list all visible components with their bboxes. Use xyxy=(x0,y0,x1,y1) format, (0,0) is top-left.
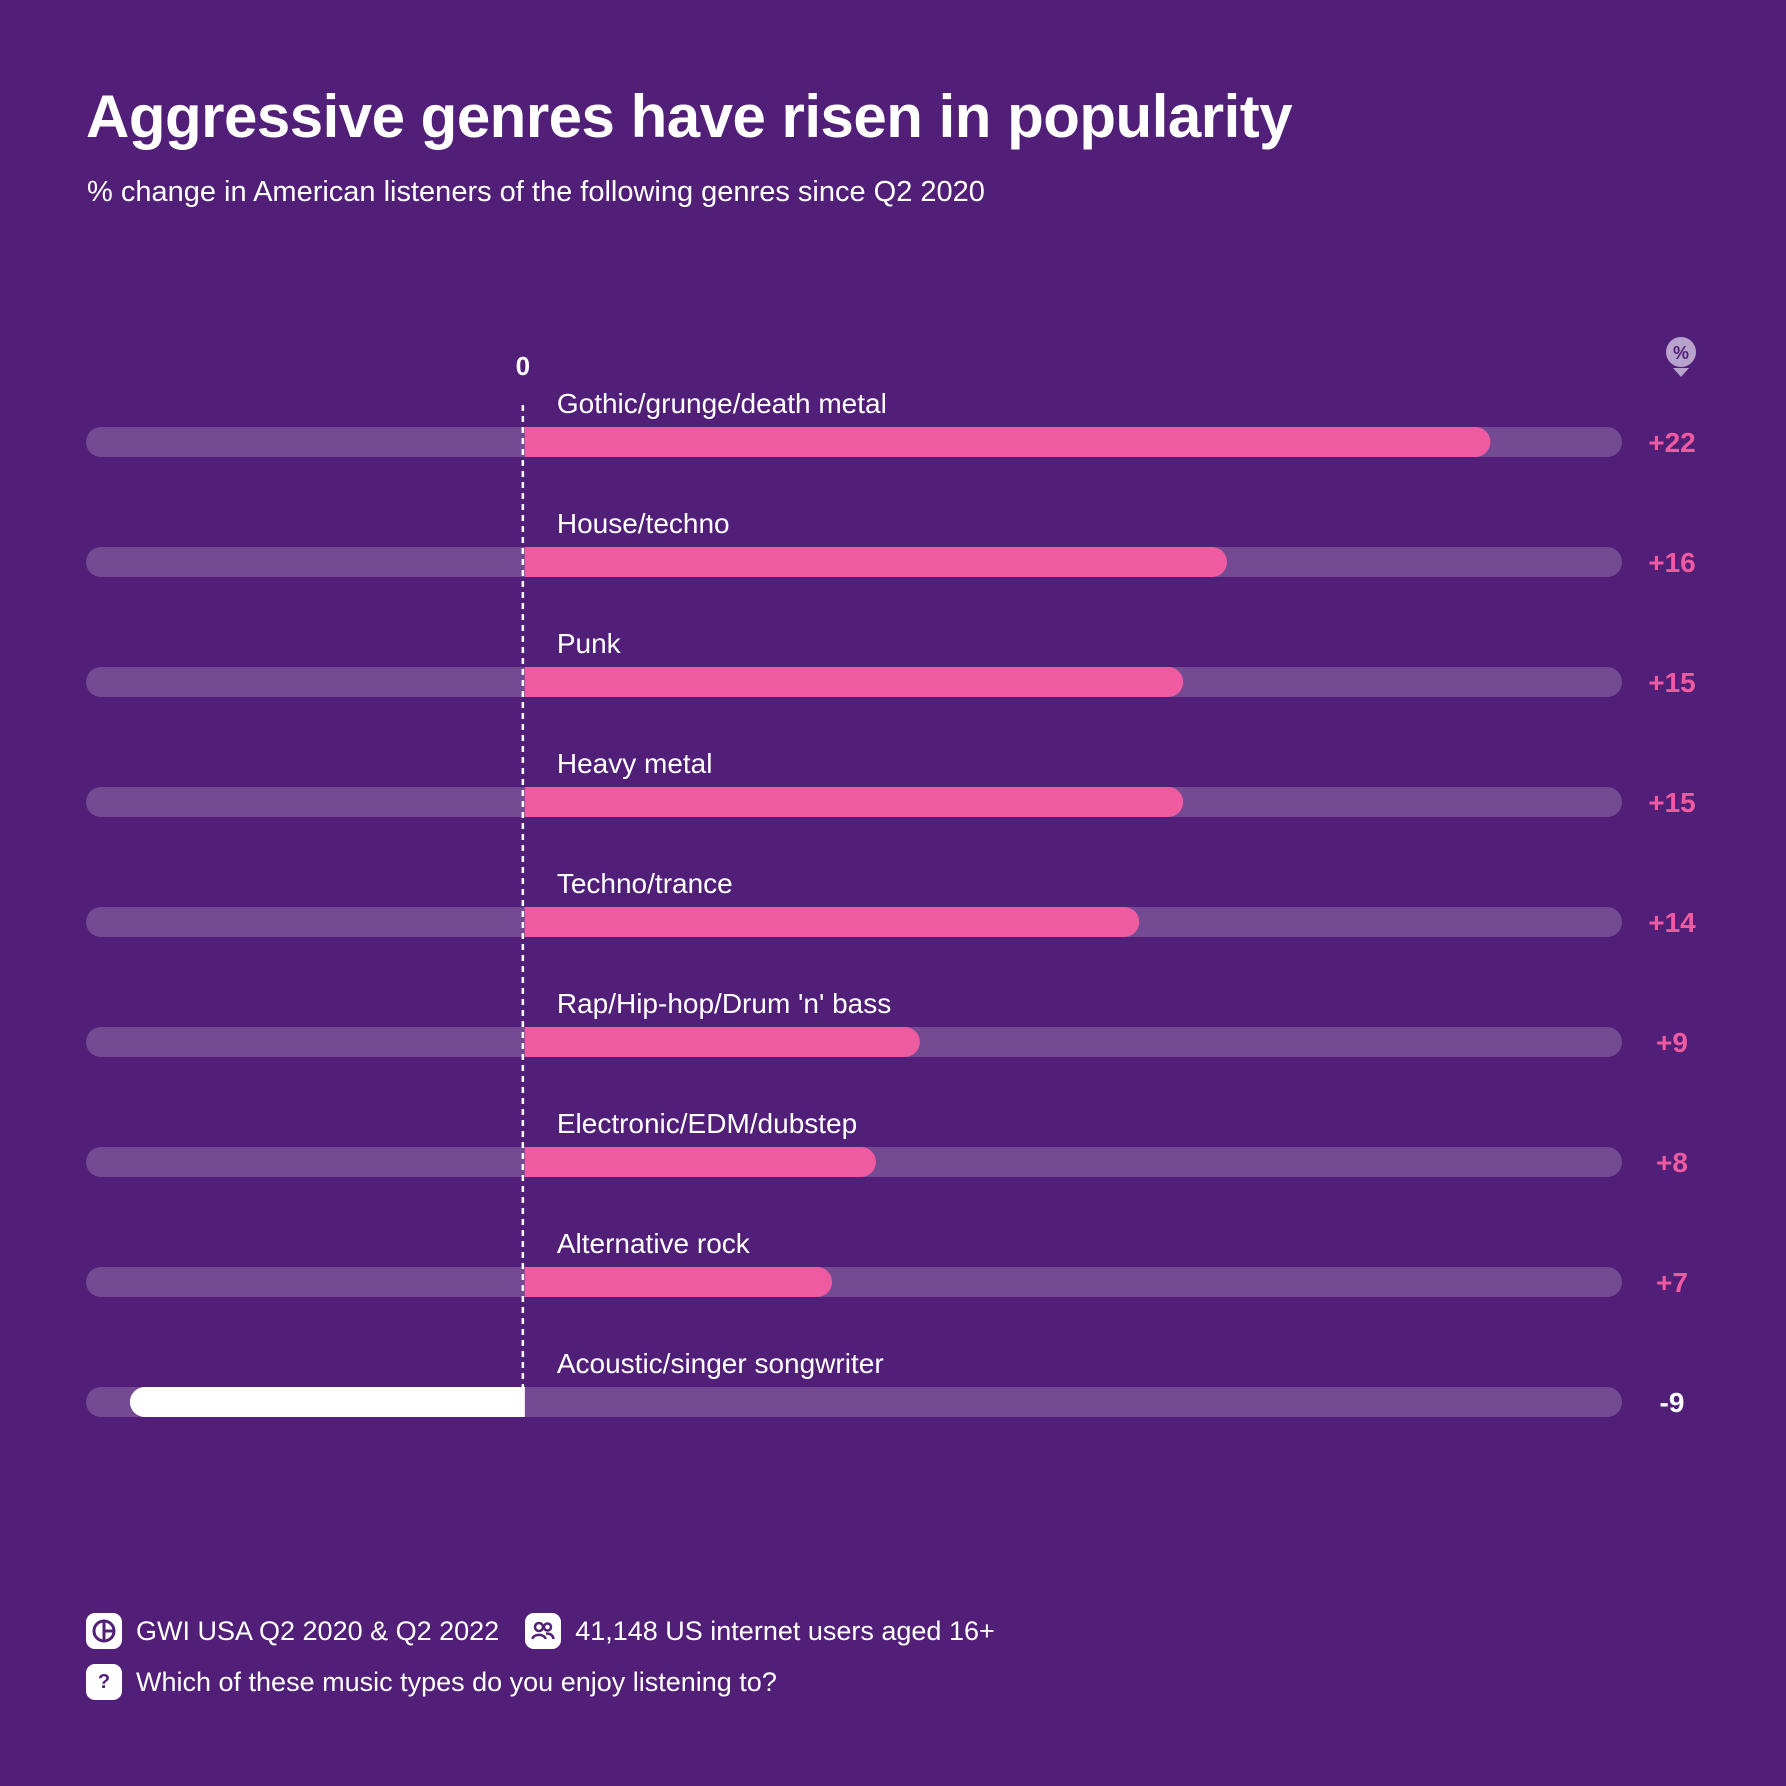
users-icon xyxy=(525,1613,562,1649)
category-label: Rap/Hip-hop/Drum 'n' bass xyxy=(557,988,891,1019)
bar-positive xyxy=(524,1267,833,1297)
value-label: +16 xyxy=(1648,547,1696,578)
unit-badge-pointer xyxy=(1673,368,1689,377)
chart-subtitle: % change in American listeners of the fo… xyxy=(87,176,985,208)
value-label: +8 xyxy=(1656,1147,1688,1178)
category-label: Gothic/grunge/death metal xyxy=(557,388,887,419)
bar-positive xyxy=(524,547,1228,577)
category-label: Techno/trance xyxy=(557,868,733,899)
pie-chart-icon xyxy=(86,1613,122,1649)
bar-track xyxy=(86,1267,1622,1297)
category-label: Punk xyxy=(557,628,622,659)
footer-sample: 41,148 US internet users aged 16+ xyxy=(575,1615,995,1646)
value-label: +15 xyxy=(1648,667,1696,698)
footer-question-row: ? Which of these music types do you enjo… xyxy=(86,1663,777,1701)
bar-positive xyxy=(524,787,1184,817)
bar-negative xyxy=(129,1387,525,1417)
bar-positive xyxy=(524,1147,876,1177)
question-icon: ? xyxy=(86,1664,122,1700)
footer-source: GWI USA Q2 2020 & Q2 2022 xyxy=(136,1615,500,1646)
value-label: +14 xyxy=(1648,907,1696,938)
footer-question: Which of these music types do you enjoy … xyxy=(136,1666,777,1697)
category-label: Heavy metal xyxy=(557,748,713,779)
value-label: +7 xyxy=(1656,1267,1688,1298)
footer-source-row: GWI USA Q2 2020 & Q2 2022 41,148 US inte… xyxy=(86,1612,995,1650)
category-label: Acoustic/singer songwriter xyxy=(557,1348,884,1379)
chart-title: Aggressive genres have risen in populari… xyxy=(86,83,1293,150)
bar-positive xyxy=(524,667,1184,697)
category-label: Alternative rock xyxy=(557,1228,751,1259)
value-label: +15 xyxy=(1648,787,1696,818)
bar-positive xyxy=(524,907,1140,937)
bar-positive xyxy=(524,427,1491,457)
value-label: +9 xyxy=(1656,1027,1688,1058)
zero-axis-label: 0 xyxy=(516,351,530,381)
category-label: House/techno xyxy=(557,508,730,539)
category-label: Electronic/EDM/dubstep xyxy=(557,1108,857,1139)
value-label: +22 xyxy=(1648,427,1696,458)
unit-badge-icon xyxy=(1666,337,1696,367)
unit-badge-label: % xyxy=(1673,343,1689,363)
bar-positive xyxy=(524,1027,920,1057)
value-label: -9 xyxy=(1660,1387,1685,1418)
